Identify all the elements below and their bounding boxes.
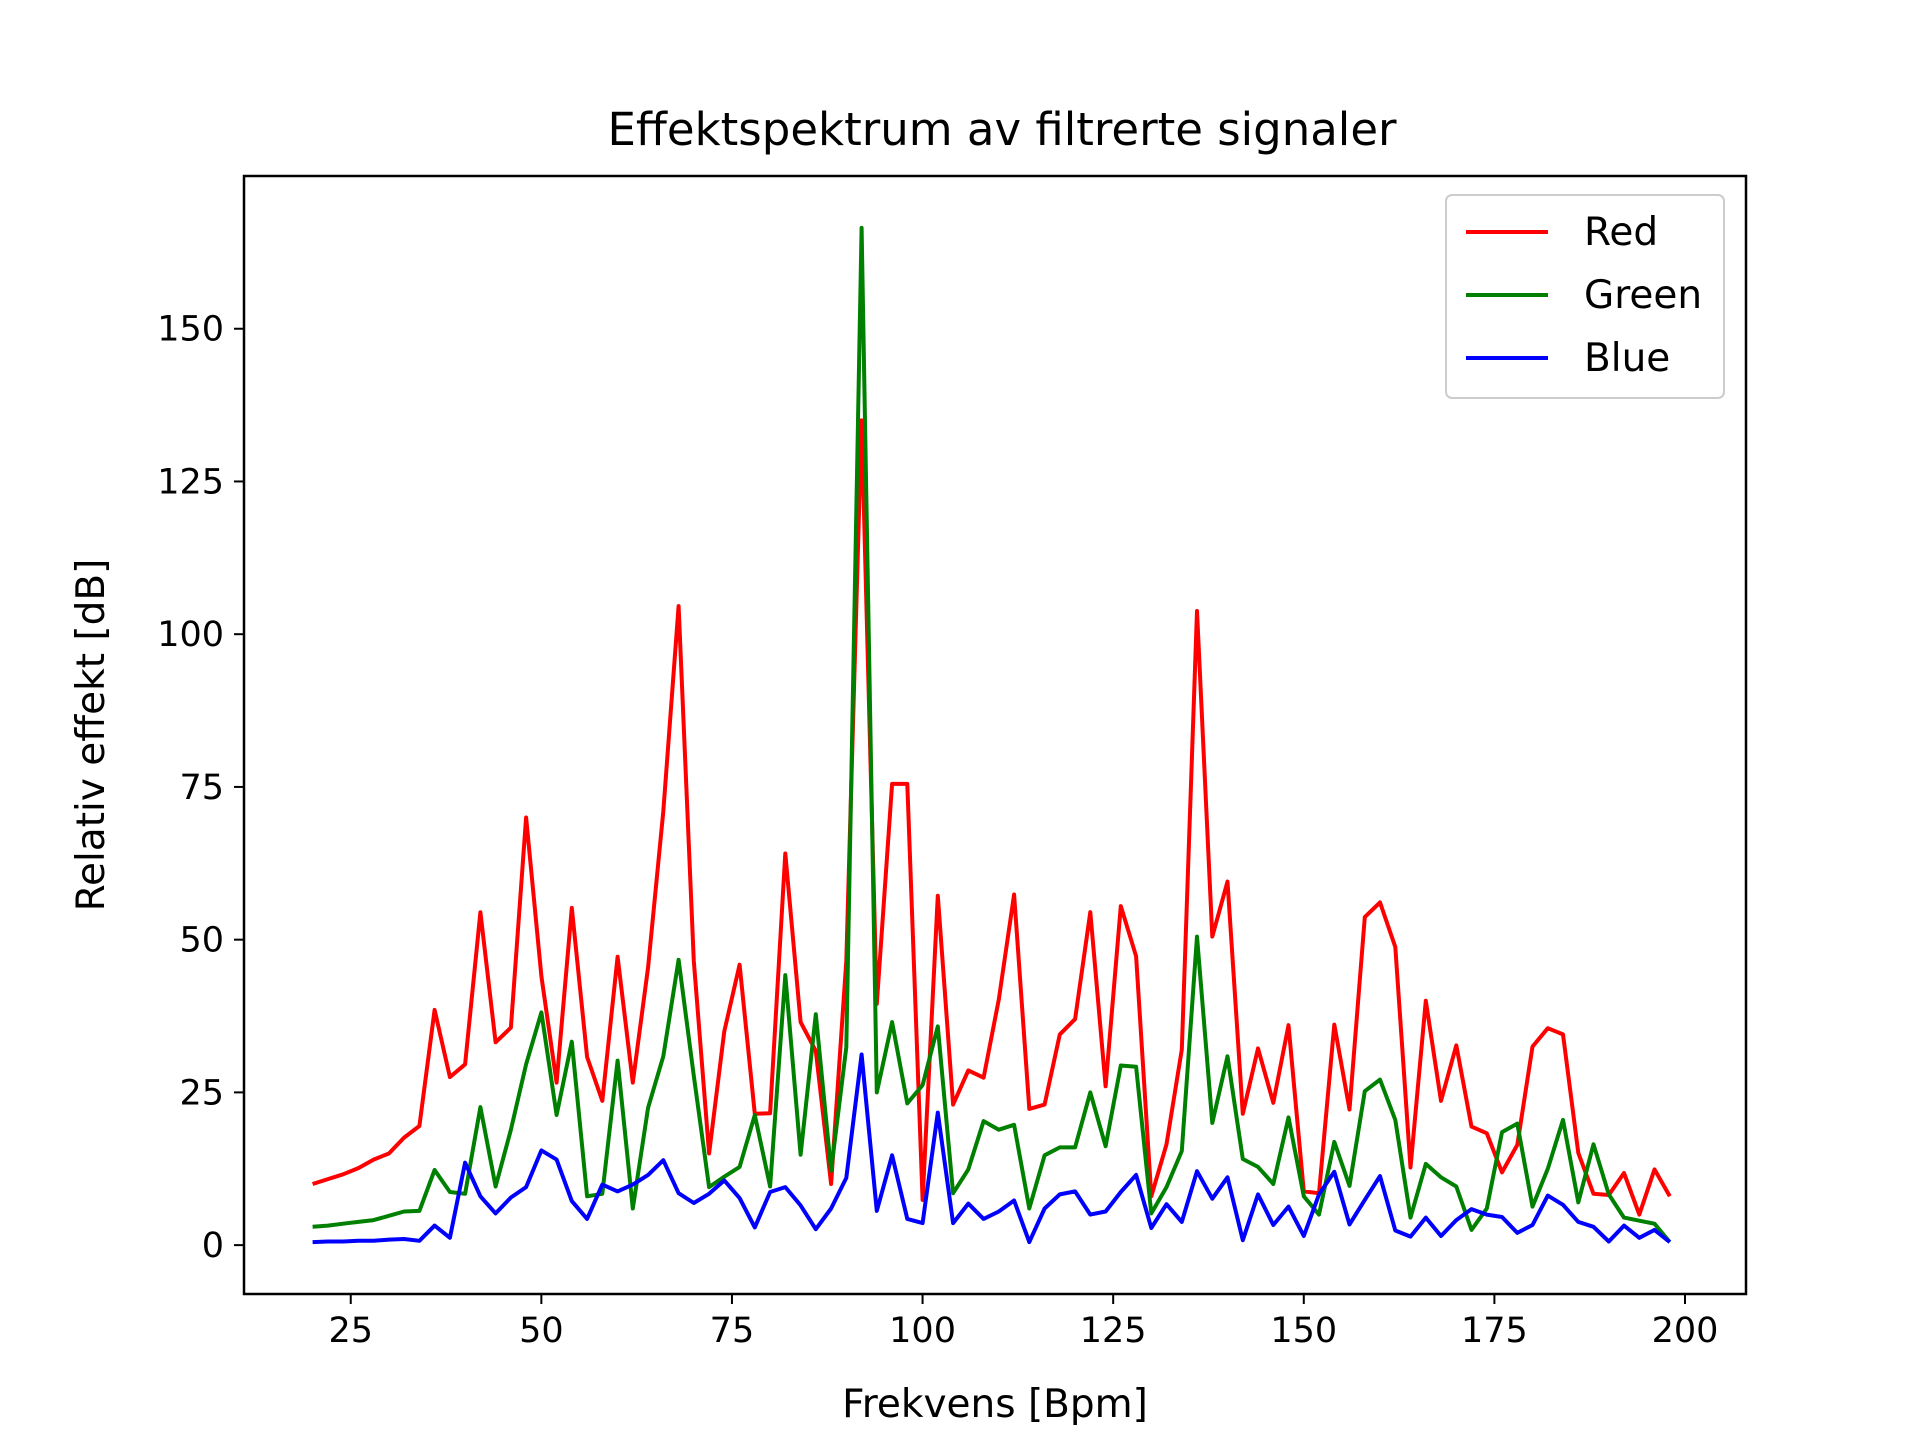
x-axis-ticks: 25 50 75 100 125 150 175 200 (328, 1294, 1718, 1351)
legend-label-green: Green (1584, 273, 1702, 318)
x-tick-label: 100 (889, 1311, 956, 1351)
y-tick-label: 150 (157, 310, 224, 350)
legend: Red Green Blue (1445, 194, 1725, 399)
series-line-blue (312, 1052, 1672, 1245)
y-axis-ticks: 0 25 50 75 100 125 150 (157, 310, 244, 1266)
y-axis-label: Relativ effekt [dB] (69, 559, 114, 912)
series-line-red (311, 418, 1672, 1217)
y-tick-label: 50 (179, 921, 224, 961)
x-tick-label: 175 (1461, 1311, 1528, 1351)
plot-frame (242, 174, 1748, 1296)
series-line-green (312, 225, 1672, 1244)
x-tick-label: 150 (1270, 1311, 1337, 1351)
x-tick-label: 50 (519, 1311, 564, 1351)
y-tick-label: 100 (157, 615, 224, 655)
y-tick-label: 25 (179, 1073, 224, 1113)
y-tick-label: 0 (202, 1226, 224, 1266)
x-axis-label: Frekvens [Bpm] (842, 1382, 1148, 1427)
x-tick-label: 200 (1652, 1311, 1719, 1351)
x-tick-label: 25 (328, 1311, 373, 1351)
series-layer (311, 225, 1672, 1245)
legend-label-blue: Blue (1584, 336, 1670, 381)
y-tick-label: 125 (157, 462, 224, 502)
legend-label-red: Red (1584, 210, 1658, 255)
legend-frame (1445, 194, 1725, 399)
chart-title: Effektspektrum av filtrerte signaler (607, 103, 1397, 156)
x-tick-label: 125 (1080, 1311, 1147, 1351)
x-tick-label: 75 (710, 1311, 755, 1351)
y-tick-label: 75 (179, 768, 224, 808)
